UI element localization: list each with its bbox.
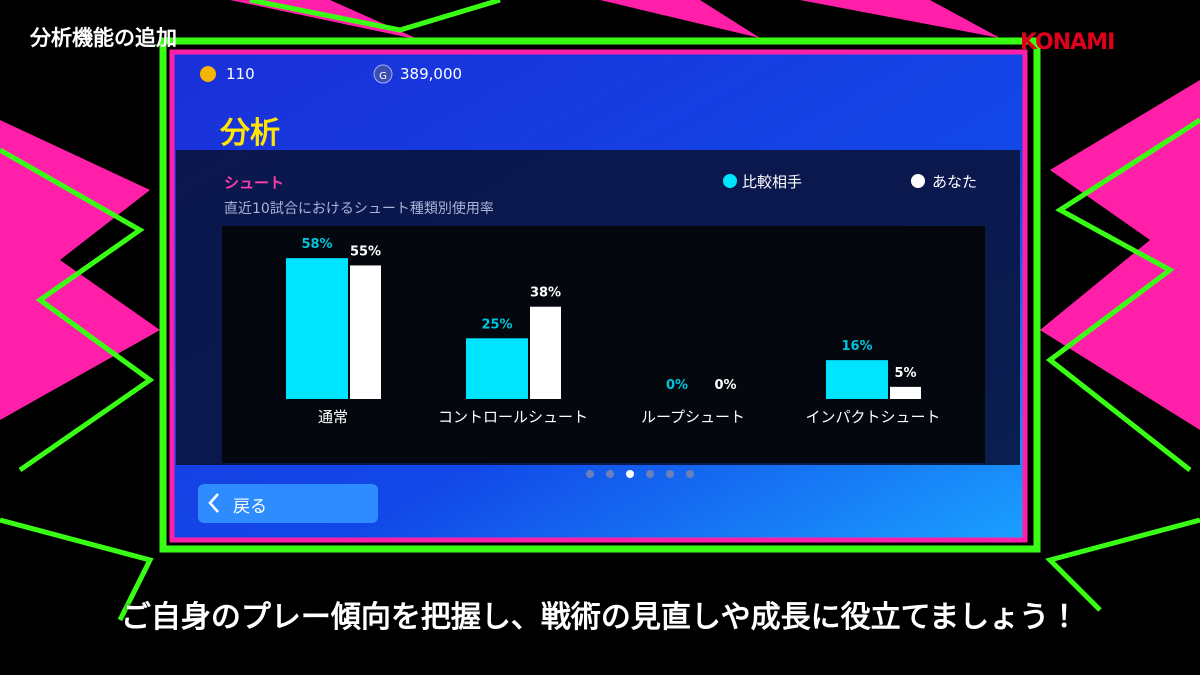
coin-icon: [200, 66, 216, 82]
legend-swatch: [911, 174, 925, 188]
coins: 110: [226, 65, 255, 83]
gold-icon-letter: G: [379, 71, 387, 82]
back-arrow: [208, 493, 219, 513]
chart-title: シュート: [224, 174, 285, 192]
bar: [286, 258, 348, 399]
header-title: 分析機能の追加: [30, 26, 177, 50]
green-frame: [159, 37, 1041, 553]
legend-label: 比較相手: [742, 173, 803, 191]
back-button[interactable]: [198, 484, 378, 523]
bar: [350, 265, 381, 399]
x-tick-label: 通常: [317, 408, 348, 426]
bar: [466, 338, 528, 399]
legend-swatch: [723, 174, 737, 188]
value-label: 0%: [714, 378, 736, 393]
plot-area: [222, 226, 985, 463]
value-label: 0%: [666, 378, 688, 393]
bar: [530, 306, 561, 399]
value-label: 58%: [301, 237, 332, 252]
value-label: 16%: [841, 339, 872, 354]
brand: KONAMI: [1020, 30, 1115, 55]
value-label: 55%: [350, 244, 381, 259]
legend-label: あなた: [932, 173, 978, 191]
bars: 58% 55% 25% 38% 0% 0% 16% 5%: [286, 237, 921, 399]
back-label[interactable]: 戻る: [233, 497, 267, 517]
page-dots: [586, 470, 694, 478]
value-label: 25%: [481, 317, 512, 332]
background-decor: [0, 0, 1200, 622]
gold: 389,000: [400, 65, 463, 83]
x-tick-label: インパクトシュート: [805, 408, 941, 426]
caption: ご自身のプレー傾向を把握し、戦術の見直しや成長に役立てましょう！: [120, 600, 1080, 635]
value-label: 38%: [530, 286, 561, 301]
gold-icon: [373, 64, 393, 84]
x-tick-label: コントロールシュート: [437, 408, 588, 426]
x-tick-label: ループシュート: [640, 408, 746, 426]
screen-title: 分析: [220, 116, 280, 151]
chart-subtitle: 直近10試合におけるシュート種類別使用率: [224, 201, 494, 217]
bar: [890, 386, 921, 399]
value-label: 5%: [894, 366, 916, 381]
bar: [826, 360, 888, 399]
